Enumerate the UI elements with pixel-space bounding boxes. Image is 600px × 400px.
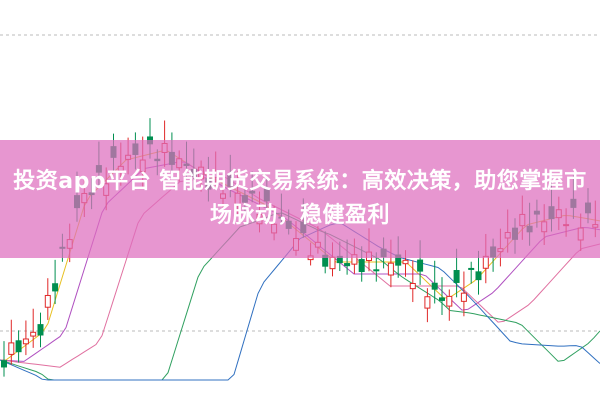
banner-title: 投资app平台 智能期货交易系统：高效决策，助您掌握市场脉动，稳健盈利: [13, 169, 587, 228]
candle-body: [409, 282, 416, 290]
candle-body: [431, 282, 438, 290]
candle-body: [424, 296, 431, 309]
candle-body: [468, 267, 475, 270]
candle-body: [475, 271, 482, 281]
candle-body: [344, 263, 351, 267]
candle-body: [22, 338, 29, 345]
candle-body: [417, 259, 424, 272]
candle-body: [8, 342, 15, 355]
candle-body: [373, 269, 380, 272]
candle-body: [387, 262, 394, 276]
candle-body: [453, 270, 460, 283]
candle-body: [446, 295, 453, 307]
candle-body: [402, 259, 409, 265]
candle-body: [15, 340, 22, 353]
candle-body: [1, 360, 7, 368]
candle-body: [52, 283, 59, 292]
candle-body: [460, 292, 467, 302]
candle-body: [482, 255, 489, 269]
candle-body: [37, 324, 44, 336]
banner: 投资app平台 智能期货交易系统：高效决策，助您掌握市场脉动，稳健盈利: [0, 140, 600, 258]
candle-body: [358, 259, 365, 273]
candle-body: [329, 256, 336, 270]
candle-body: [30, 331, 37, 337]
candle-body: [439, 297, 445, 301]
candle-body: [44, 294, 51, 308]
